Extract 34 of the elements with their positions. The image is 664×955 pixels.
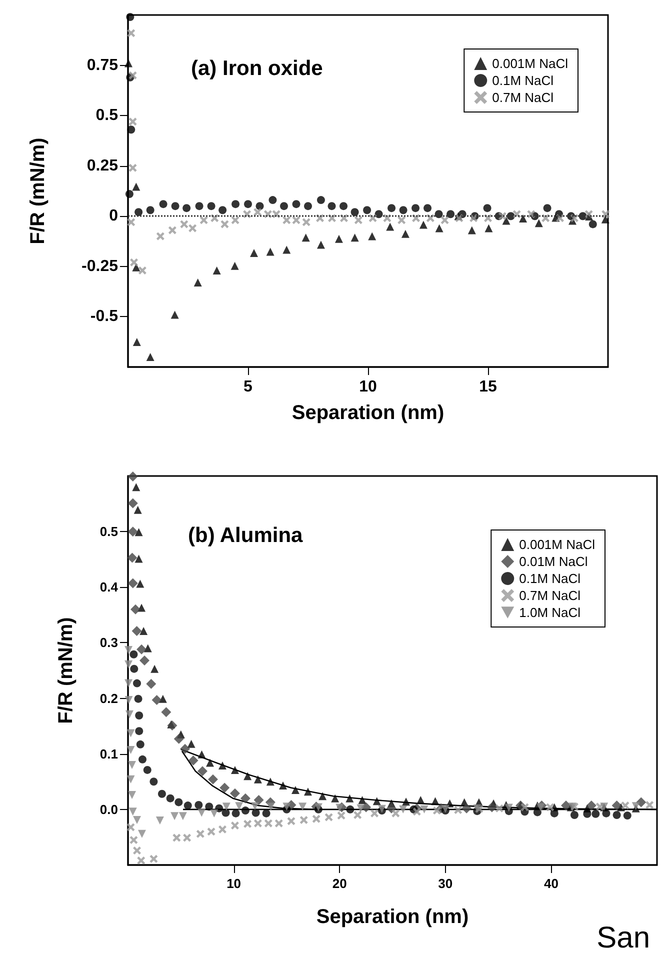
legend-label: 0.7M NaCl	[492, 90, 554, 105]
legend-label: 0.001M NaCl	[519, 537, 596, 552]
y-tick-label: 0	[109, 208, 118, 225]
legend-label: 1.0M NaCl	[519, 605, 581, 620]
y-tick-label: -0.25	[82, 258, 118, 275]
text: San	[596, 922, 650, 954]
y-tick-label: 0.25	[86, 157, 118, 174]
y-tick-label: 0.2	[100, 690, 118, 706]
x-tick-label: 40	[544, 876, 558, 891]
x-axis-title: Separation (nm)	[292, 402, 444, 424]
y-axis-title: F/R (mN/m)	[55, 617, 77, 724]
x-tick-label: 5	[244, 378, 253, 396]
legend-label: 0.1M NaCl	[492, 73, 554, 88]
x-tick-label: 15	[479, 378, 497, 396]
y-tick-label: -0.5	[90, 308, 118, 326]
y-tick-label: 0.0	[100, 802, 118, 817]
y-tick-label: 0.4	[100, 580, 119, 595]
x-tick-label: 10	[226, 876, 242, 891]
y-tick-label: 0.5	[100, 524, 118, 540]
legend-label: 0.1M NaCl	[519, 571, 581, 586]
x-tick-label: 30	[438, 876, 453, 891]
legend-label: 0.01M NaCl	[519, 554, 588, 569]
x-tick-label: 20	[332, 876, 347, 891]
y-axis-title: F/R (mN/m)	[27, 138, 49, 244]
y-tick-label: 0.3	[100, 635, 118, 650]
legend-label: 0.001M NaCl	[492, 56, 568, 71]
y-tick-label: 0.1	[100, 746, 118, 762]
y-tick-label: 0.75	[86, 56, 118, 74]
text: (a) Iron oxide	[191, 57, 323, 80]
x-axis-title: Separation (nm)	[316, 906, 469, 928]
text: (b) Alumina	[188, 524, 304, 547]
x-tick-label: 10	[359, 378, 377, 396]
legend-label: 0.7M NaCl	[519, 588, 581, 603]
y-tick-label: 0.5	[96, 107, 118, 124]
